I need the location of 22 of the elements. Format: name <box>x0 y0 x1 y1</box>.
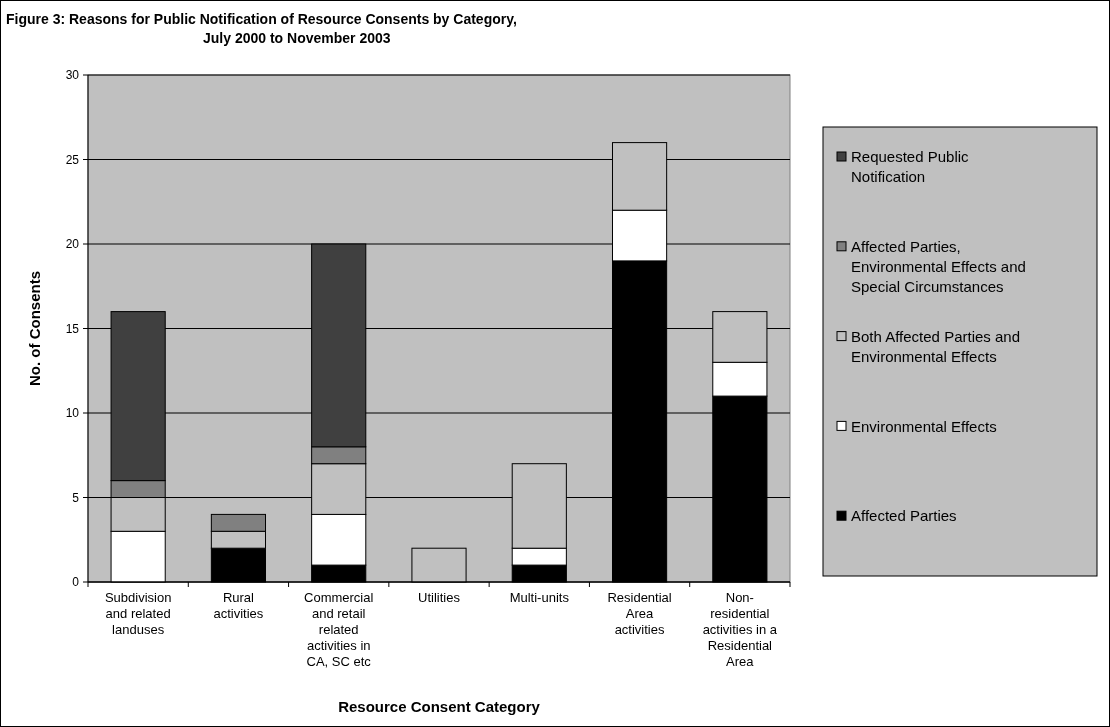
legend-label: Environmental Effects <box>851 417 997 435</box>
x-tick-label: Utilities <box>418 590 461 605</box>
x-tick-label: Subdivision and related landuses <box>104 590 172 637</box>
y-tick-label: 10 <box>65 406 80 421</box>
y-tick-label: 15 <box>65 321 80 336</box>
x-axis-title: Resource Consent Category <box>338 698 541 715</box>
x-tick-label: Rural activities <box>213 590 264 621</box>
legend-label: Affected Parties, Environmental Effects and Special Circumstances <box>851 238 1026 296</box>
y-tick-label: 30 <box>65 68 80 83</box>
chart-title: Figure 3: Reasons for Public Notification of Resource Consents by Category, July 2000 to November 2003 <box>6 11 517 46</box>
legend-label: Requested Public Notification <box>851 148 970 186</box>
x-tick-label: Multi-units <box>509 590 570 605</box>
x-tick-label: Commercial and retail related activities in CA, SC etc <box>304 590 374 669</box>
y-axis-title: No. of Consents <box>26 271 43 386</box>
x-tick-label: Non-residential activities in a Residential Area <box>702 590 778 669</box>
y-tick-label: 0 <box>72 575 80 590</box>
x-tick-label: Residential Area activities <box>607 590 672 637</box>
y-tick-label: 20 <box>65 237 80 252</box>
y-tick-label: 5 <box>72 490 80 505</box>
legend-label: Affected Parties <box>851 507 957 525</box>
y-tick-label: 25 <box>65 152 80 167</box>
legend-label: Both Affected Parties and Environmental Effects <box>851 327 1021 365</box>
